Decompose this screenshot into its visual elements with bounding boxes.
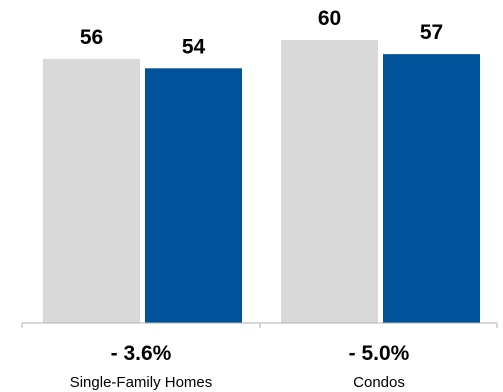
category-label-single-family: Single-Family Homes: [70, 374, 213, 391]
category-label-condos: Condos: [353, 374, 405, 391]
bar-single-family-homes-series-1: [43, 58, 140, 323]
value-label-single-family-homes-series-1: 56: [80, 26, 103, 49]
change-label-condos: - 5.0%: [349, 342, 410, 365]
bar-single-family-homes-series-2: [145, 68, 242, 323]
value-label-condos-series-1: 60: [318, 7, 341, 30]
value-label-condos-series-2: 57: [420, 21, 443, 44]
data-labels-group: 56 54 60 57: [80, 7, 443, 58]
bar-condos-series-2: [383, 54, 480, 324]
value-label-single-family-homes-series-2: 54: [182, 35, 206, 58]
bars-group: [43, 40, 480, 324]
bar-condos-series-1: [281, 40, 378, 323]
change-label-single-family: - 3.6%: [111, 342, 172, 365]
